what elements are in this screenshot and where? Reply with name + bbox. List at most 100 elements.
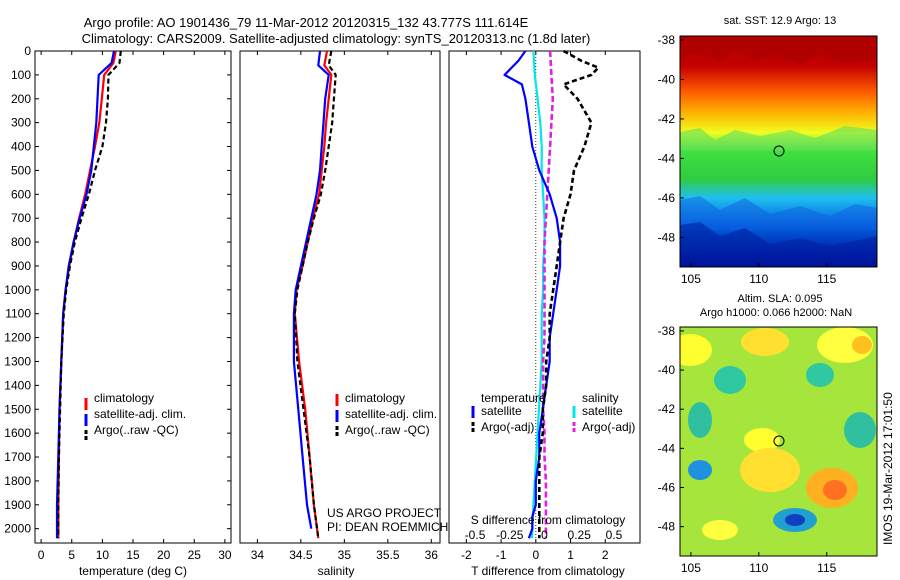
x-tick-label: 10: [96, 548, 110, 562]
depth-tick-label: 1100: [5, 307, 31, 321]
depth-tick-label: 400: [11, 140, 31, 154]
series-line-satellite-adj-clim: [55, 50, 116, 539]
x-tick-label: 15: [126, 548, 140, 562]
legend-head-salinity: salinity: [582, 391, 619, 405]
lat-tick-label: -42: [658, 402, 676, 416]
legend-label-climatology: climatology: [345, 391, 405, 405]
sla-map-title1: Altim. SLA: 0.095: [738, 293, 823, 305]
depth-tick-label: 0: [24, 44, 31, 58]
s-tick-label: 0.25: [568, 528, 592, 542]
title-line2: Climatology: CARS2009. Satellite-adjuste…: [82, 31, 591, 46]
difference-x-ticks: -2 -1 0 1 2: [461, 51, 609, 562]
legend-label-climatology: climatology: [94, 391, 154, 405]
legend-label-s-argo: Argo(-adj): [582, 420, 635, 434]
s-tick-label: 0: [541, 528, 548, 542]
lat-tick-label: -38: [658, 324, 676, 338]
lat-tick-label: -40: [658, 72, 676, 86]
series-line-argo-raw-qc: [57, 50, 122, 539]
series-line-satellite: [530, 50, 546, 539]
s-tick-label: -0.25: [496, 528, 524, 542]
difference-legend: temperature salinity satellite Argo(-adj…: [471, 391, 635, 434]
lon-tick-label: 115: [817, 561, 836, 575]
difference-panel: -2 -1 0 1 2 -0.5 -0.25 0 0.25 0.5 S difference f…: [448, 49, 641, 578]
depth-tick-label: 100: [11, 68, 31, 82]
credit-project: US ARGO PROJECT: [327, 506, 442, 520]
x-tick-label: 5: [68, 548, 75, 562]
sst-map-frame: [679, 35, 878, 268]
depth-tick-label: 900: [11, 259, 31, 273]
lat-tick-label: -48: [658, 520, 676, 534]
lat-tick-label: -40: [658, 363, 676, 377]
s-tick-label: 0.5: [606, 528, 623, 542]
legend-label-argo: Argo(..raw -QC): [345, 423, 430, 437]
depth-tick-label: 1600: [4, 426, 31, 440]
sla-map-frame: [679, 326, 878, 557]
sst-map: sat. SST: 12.9 Argo: 13: [658, 15, 878, 286]
lat-tick-label: -46: [658, 191, 676, 205]
x-tick-label: 25: [188, 548, 202, 562]
x-tick-label: 30: [218, 548, 232, 562]
argo-location-marker: [773, 435, 785, 447]
title-line1: Argo profile: AO 1901436_79 11-Mar-2012 …: [84, 15, 529, 30]
salinity-xlabel: salinity: [318, 564, 355, 578]
depth-tick-label: 500: [11, 163, 31, 177]
legend-label-argo: Argo(..raw -QC): [94, 423, 179, 437]
salinity-panel: 34 34.5 35 35.5 36 salinity climatology sate…: [239, 50, 448, 578]
salinity-difference-ticks: -0.5 -0.25 0 0.25 0.5: [465, 528, 623, 542]
depth-tick-label: 1500: [4, 402, 31, 416]
sla-lon-ticks: 105 110 115: [681, 552, 837, 575]
lat-tick-label: -46: [658, 480, 676, 494]
depth-tick-label: 300: [11, 116, 31, 130]
sla-map-title2: Argo h1000: 0.066 h2000: NaN: [700, 307, 852, 319]
depth-tick-label: 1300: [4, 354, 31, 368]
x-tick-label: -2: [461, 548, 472, 562]
legend-head-temperature: temperature: [481, 391, 546, 405]
sst-lat-ticks: -38 -40 -42 -44 -46 -48: [658, 33, 684, 244]
depth-tick-label: 700: [11, 211, 31, 225]
s-tick-label: -0.5: [465, 528, 486, 542]
salinity-axes-box: [239, 50, 441, 544]
legend-label-satellite: satellite-adj. clim.: [94, 407, 186, 421]
x-tick-label: 2: [602, 548, 609, 562]
x-tick-label: 1: [567, 548, 574, 562]
temperature-lines: [55, 50, 122, 539]
x-tick-label: 34: [251, 548, 265, 562]
x-tick-label: 35.5: [376, 548, 400, 562]
timestamp: IMOS 19-Mar-2012 17:01:50: [881, 392, 895, 545]
series-line-argo-raw-qc: [293, 50, 337, 539]
sst-map-title: sat. SST: 12.9 Argo: 13: [724, 15, 837, 27]
credit-pi: PI: DEAN ROEMMICH: [327, 520, 448, 534]
salinity-legend: climatology satellite-adj. clim. Argo(..…: [335, 391, 437, 438]
legend-label-t-satellite: satellite: [481, 404, 522, 418]
salinity-lines: [292, 50, 337, 539]
depth-tick-label: 1800: [4, 474, 31, 488]
x-tick-label: 34.5: [289, 548, 313, 562]
sla-map: Altim. SLA: 0.095 Argo h1000: 0.066 h200…: [658, 293, 878, 575]
lon-tick-label: 110: [749, 561, 768, 575]
legend-label-s-satellite: satellite: [582, 404, 623, 418]
difference-lines: [503, 49, 600, 539]
series-line-satellite: [503, 50, 562, 539]
series-line-satellite-adj-clim: [292, 50, 330, 529]
depth-tick-label: 1900: [4, 498, 31, 512]
sst-field-texture: [680, 36, 877, 267]
lon-tick-label: 105: [681, 561, 701, 575]
sla-lat-ticks: -38 -40 -42 -44 -46 -48: [658, 324, 684, 534]
lat-tick-label: -48: [658, 230, 676, 244]
temperature-legend: climatology satellite-adj. clim. Argo(..…: [84, 391, 186, 442]
x-tick-label: 35: [338, 548, 352, 562]
temperature-panel: 0100200300400500600700800900100011001200…: [4, 44, 640, 578]
x-tick-label: 0: [532, 548, 539, 562]
legend-label-t-argo: Argo(-adj): [481, 420, 534, 434]
lat-tick-label: -38: [658, 33, 676, 47]
salinity-difference-label: S difference from climatology: [471, 513, 626, 527]
series-line-argo-adj: [541, 50, 555, 539]
depth-tick-label: 1400: [4, 378, 31, 392]
sla-field-blobs: [680, 327, 876, 540]
x-tick-label: 20: [157, 548, 171, 562]
depth-tick-label: 1200: [4, 331, 31, 345]
lat-tick-label: -42: [658, 112, 676, 126]
x-tick-label: -1: [496, 548, 507, 562]
lon-tick-label: 110: [749, 272, 768, 286]
